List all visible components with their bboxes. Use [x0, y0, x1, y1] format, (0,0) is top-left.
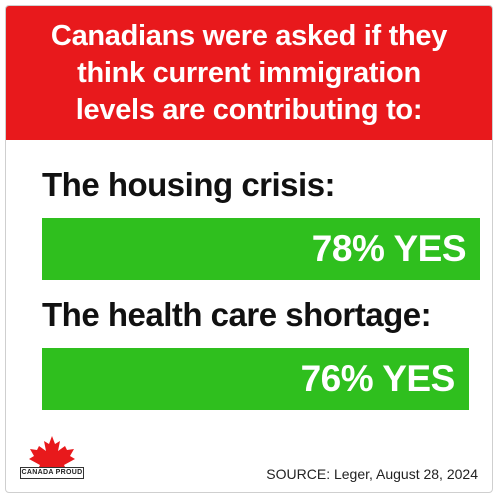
category-label-health-care: The health care shortage:: [42, 296, 432, 333]
canada-proud-logo: CANADA PROUD: [20, 434, 84, 486]
maple-leaf-icon: [29, 436, 75, 474]
source-note: SOURCE: Leger, August 28, 2024: [266, 466, 478, 482]
bar-housing: 78% YES: [42, 218, 480, 280]
bar-track-health-care: 76% YES: [42, 348, 482, 410]
header-banner: Canadians were asked if they think curre…: [6, 6, 492, 140]
category-label-housing: The housing crisis:: [42, 166, 336, 203]
logo-wordmark: CANADA PROUD: [20, 467, 84, 479]
data-label-housing: 78% YES: [311, 228, 467, 269]
infographic-card: Canadians were asked if they think curre…: [5, 5, 493, 493]
bar-track-housing: 78% YES: [42, 218, 482, 280]
page-title: Canadians were asked if they think curre…: [50, 19, 448, 126]
data-label-health-care: 76% YES: [300, 358, 456, 399]
bar-health-care: 76% YES: [42, 348, 469, 410]
